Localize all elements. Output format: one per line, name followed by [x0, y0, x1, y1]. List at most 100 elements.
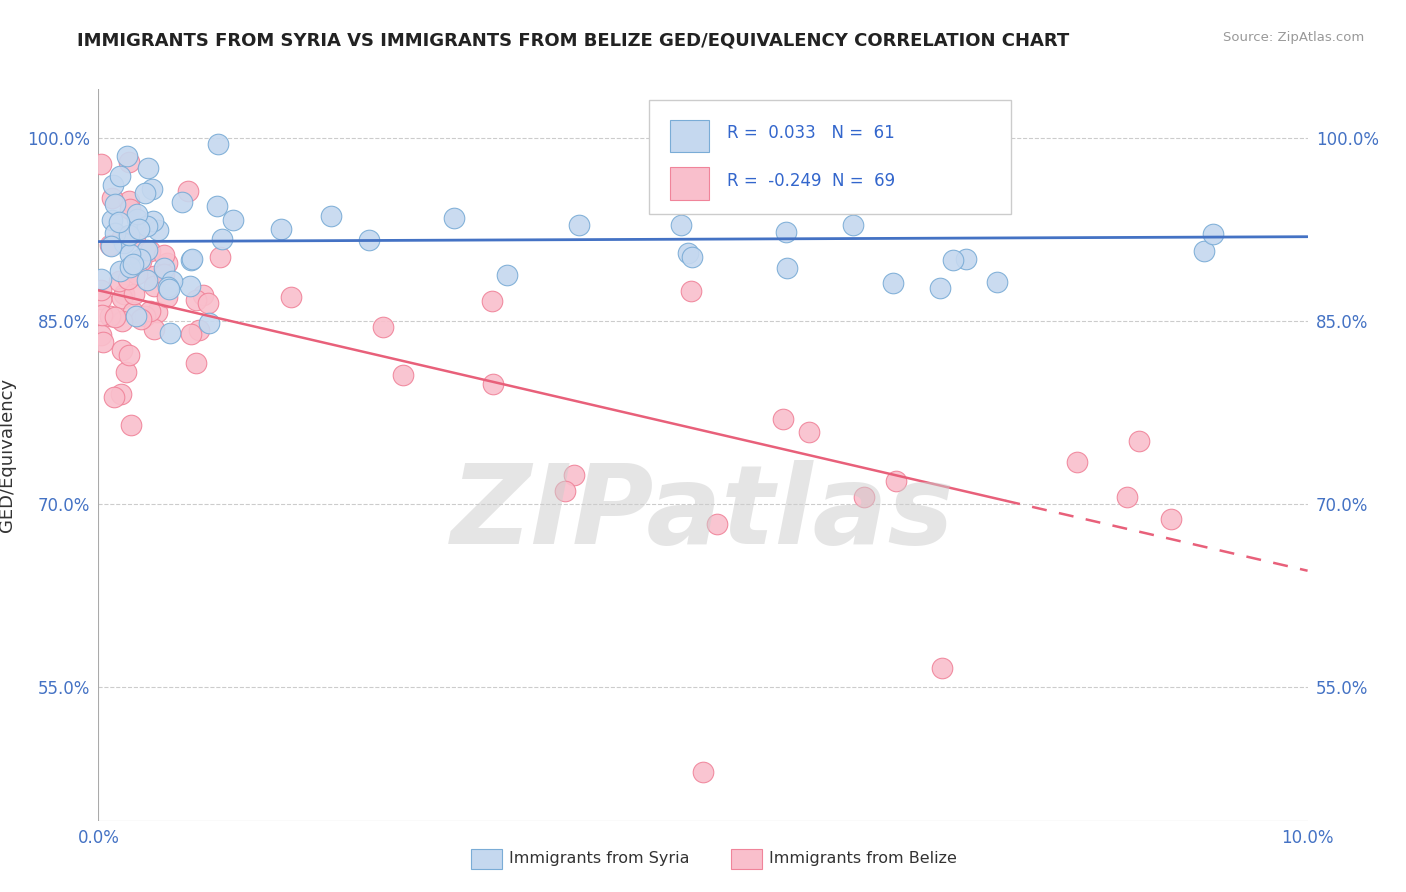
Point [90, 157, 112, 171]
Point [1066, 454, 1088, 468]
Point [107, 215, 129, 229]
Point [120, 247, 142, 261]
Point [122, 305, 145, 319]
Point [208, 250, 231, 264]
Point [111, 292, 134, 306]
Point [392, 368, 415, 382]
Point [955, 252, 977, 267]
Point [681, 251, 703, 265]
Point [179, 278, 201, 293]
Point [90, 272, 112, 286]
Point [104, 226, 127, 240]
Point [120, 417, 142, 432]
Point [772, 412, 794, 426]
Point [567, 218, 589, 232]
Point [111, 230, 134, 244]
Point [443, 211, 465, 225]
Point [211, 232, 233, 246]
Point [128, 252, 150, 266]
Point [1202, 227, 1225, 241]
Point [111, 314, 134, 328]
Point [142, 214, 165, 228]
Text: R =  -0.249  N =  69: R = -0.249 N = 69 [727, 171, 896, 190]
Point [91, 335, 114, 350]
Point [156, 290, 179, 304]
Point [120, 202, 142, 216]
Point [139, 244, 162, 259]
Point [156, 256, 179, 270]
Point [125, 211, 148, 226]
Point [884, 474, 907, 488]
Point [104, 196, 127, 211]
Point [98, 309, 121, 323]
Point [775, 225, 797, 239]
Point [129, 312, 152, 326]
Point [91, 308, 114, 322]
Text: ZIPatlas: ZIPatlas [451, 460, 955, 567]
Point [153, 268, 176, 282]
Point [110, 387, 132, 401]
Point [159, 326, 181, 340]
Y-axis label: GED/Equivalency: GED/Equivalency [0, 378, 15, 532]
Point [110, 264, 132, 278]
Point [108, 169, 131, 183]
Point [554, 483, 576, 498]
Point [112, 236, 135, 251]
Point [115, 365, 138, 379]
Point [852, 490, 875, 504]
Point [157, 279, 180, 293]
Point [111, 343, 134, 357]
Point [172, 195, 194, 210]
Point [931, 661, 953, 675]
Point [481, 293, 503, 308]
Point [103, 390, 125, 404]
Point [103, 178, 125, 192]
Point [357, 233, 380, 247]
Point [135, 273, 157, 287]
Text: Immigrants from Belize: Immigrants from Belize [769, 851, 957, 865]
Point [321, 209, 343, 223]
FancyBboxPatch shape [648, 100, 1011, 213]
Point [153, 248, 176, 262]
Point [280, 290, 302, 304]
Point [706, 516, 728, 531]
Point [141, 182, 163, 196]
Point [929, 281, 952, 295]
Point [191, 288, 214, 302]
Point [100, 213, 122, 227]
Point [799, 425, 821, 439]
Point [1115, 490, 1137, 504]
Point [135, 244, 157, 258]
Text: IMMIGRANTS FROM SYRIA VS IMMIGRANTS FROM BELIZE GED/EQUIVALENCY CORRELATION CHAR: IMMIGRANTS FROM SYRIA VS IMMIGRANTS FROM… [77, 31, 1070, 49]
Point [101, 191, 124, 205]
Point [118, 348, 141, 362]
Point [100, 238, 122, 252]
Point [90, 292, 112, 306]
Text: R =  0.033   N =  61: R = 0.033 N = 61 [727, 124, 896, 142]
Point [160, 274, 183, 288]
Point [118, 194, 141, 208]
Point [180, 253, 202, 268]
Point [669, 218, 692, 232]
Point [145, 304, 167, 318]
Point [136, 161, 159, 176]
Point [104, 310, 127, 325]
Point [270, 221, 292, 235]
Point [678, 246, 700, 260]
Point [177, 184, 200, 198]
Point [143, 279, 166, 293]
Point [180, 326, 202, 341]
Point [108, 274, 131, 288]
Point [143, 322, 166, 336]
Point [776, 261, 799, 276]
Point [181, 252, 204, 266]
Point [221, 213, 243, 227]
Point [496, 268, 519, 282]
Point [153, 260, 176, 275]
Point [482, 376, 505, 391]
Point [124, 286, 146, 301]
Point [134, 186, 156, 200]
Point [681, 284, 703, 298]
Point [692, 764, 714, 779]
Point [127, 267, 149, 281]
